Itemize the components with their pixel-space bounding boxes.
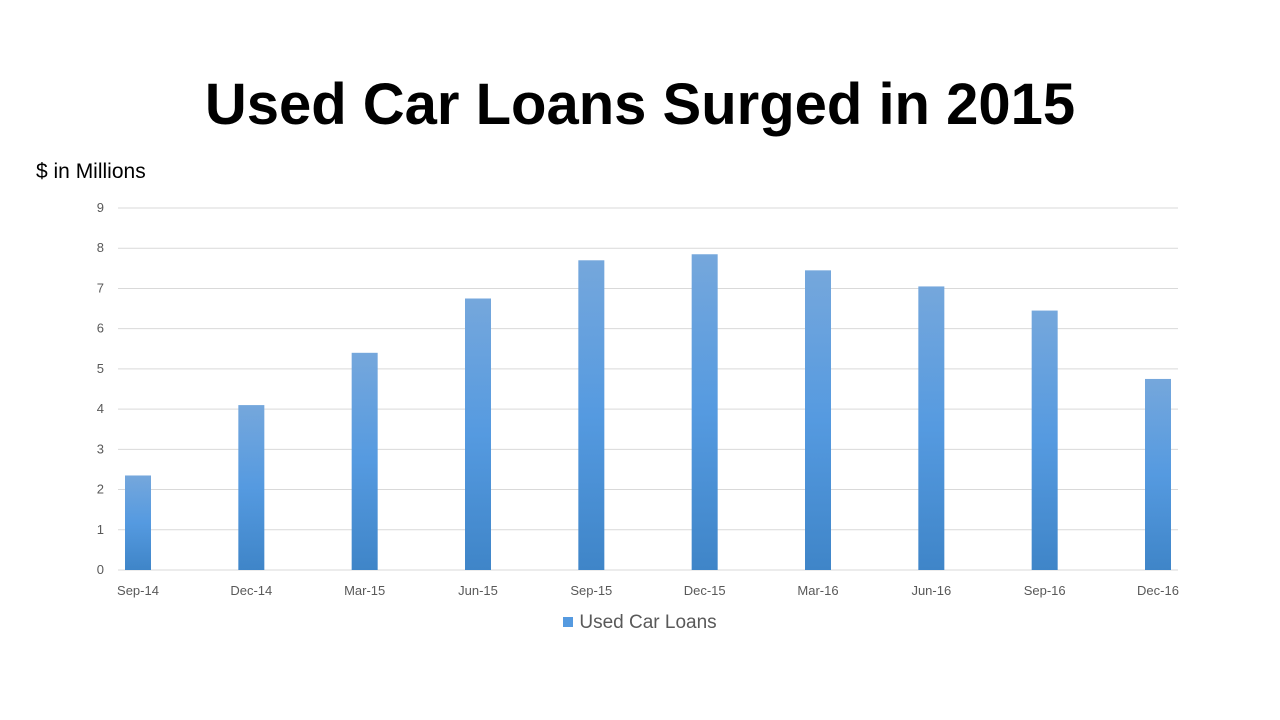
- y-tick-label: 9: [97, 200, 104, 215]
- bar-dec-16: [1145, 378, 1171, 570]
- bar-sep-15: [578, 260, 605, 570]
- legend: Used Car Loans: [0, 612, 1280, 634]
- bar-sep-16: [1031, 310, 1058, 570]
- legend-label: Used Car Loans: [579, 612, 717, 633]
- x-tick-label: Dec-14: [230, 583, 272, 598]
- y-tick-label: 5: [97, 361, 104, 376]
- x-tick-label: Mar-15: [344, 583, 385, 598]
- bar-jun-16: [918, 286, 945, 570]
- x-tick-label: Dec-15: [684, 583, 726, 598]
- bar-sep-14: [125, 475, 151, 570]
- bars: [125, 254, 1171, 570]
- x-tick-label: Jun-15: [458, 583, 498, 598]
- y-tick-label: 4: [97, 401, 104, 416]
- bar-dec-15: [691, 254, 718, 570]
- bar-dec-14: [238, 405, 265, 570]
- chart-title: Used Car Loans Surged in 2015: [204, 72, 1076, 137]
- bar-jun-15: [465, 298, 491, 570]
- y-tick-label: 1: [97, 522, 104, 537]
- x-tick-label: Sep-16: [1024, 583, 1066, 598]
- y-axis-label: $ in Millions: [36, 160, 146, 183]
- x-tick-label: Dec-16: [1137, 583, 1179, 598]
- y-tick-label: 7: [97, 280, 104, 295]
- y-tick-label: 0: [97, 562, 104, 577]
- y-axis-ticks: 0 1 2 3 4 5 6 7 8 9: [97, 200, 104, 577]
- y-tick-label: 3: [97, 441, 104, 456]
- y-tick-label: 8: [97, 240, 104, 255]
- bar-mar-16: [805, 270, 831, 570]
- y-tick-label: 6: [97, 321, 104, 336]
- x-axis-ticks: Sep-14 Dec-14 Mar-15 Jun-15 Sep-15 Dec-15 Mar-…: [117, 583, 1179, 598]
- bar-mar-15: [351, 352, 378, 570]
- x-tick-label: Sep-14: [117, 583, 159, 598]
- x-tick-label: Mar-16: [797, 583, 838, 598]
- legend-swatch: [563, 616, 574, 627]
- y-tick-label: 2: [97, 482, 104, 497]
- gridlines: [118, 207, 1178, 571]
- x-tick-label: Sep-15: [570, 583, 612, 598]
- x-tick-label: Jun-16: [911, 583, 951, 598]
